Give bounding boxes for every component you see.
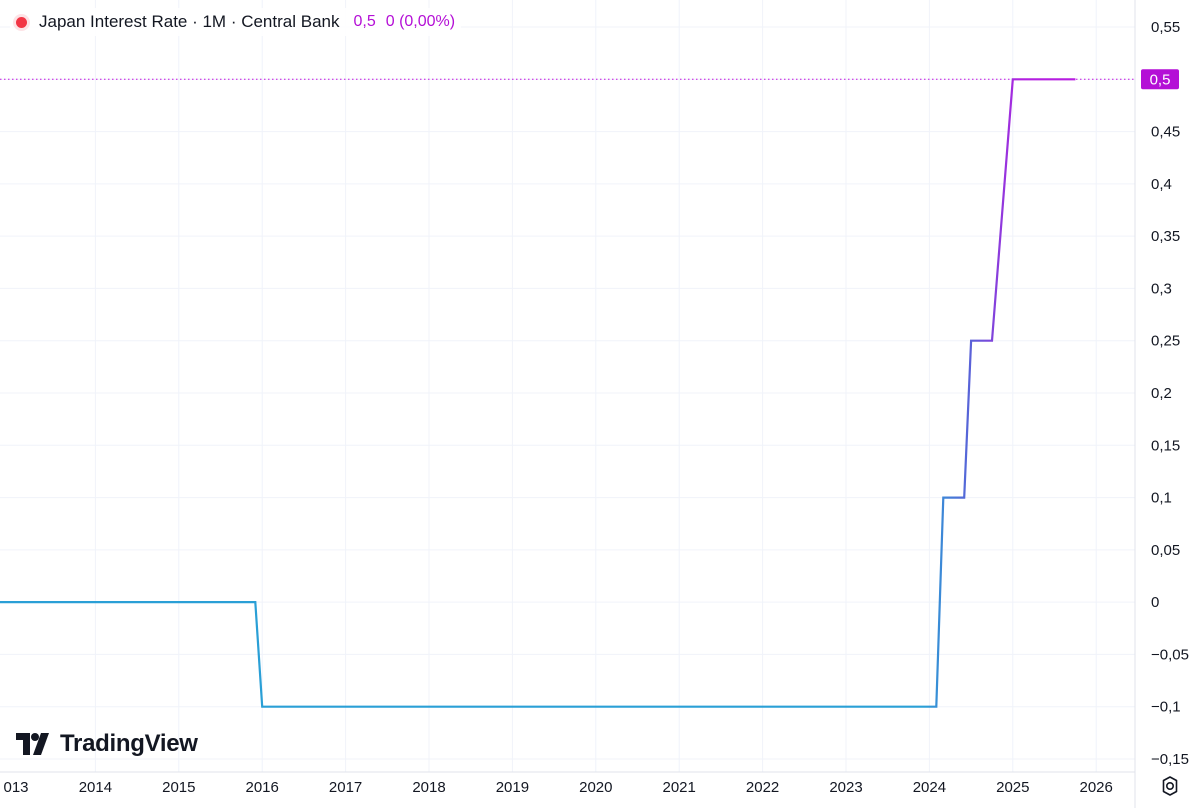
y-tick-label: 0,25 bbox=[1151, 333, 1180, 350]
y-tick-label: 0,15 bbox=[1151, 437, 1180, 454]
x-tick-label: 2024 bbox=[913, 779, 946, 796]
grid-lines bbox=[0, 0, 1135, 772]
x-tick-label: 2018 bbox=[412, 779, 445, 796]
x-tick-label: 2020 bbox=[579, 779, 612, 796]
x-tick-label: 2022 bbox=[746, 779, 779, 796]
y-tick-label: 0,3 bbox=[1151, 280, 1172, 297]
y-tick-label: −0,05 bbox=[1151, 646, 1189, 663]
last-value-text: 0,5 bbox=[1150, 71, 1171, 88]
last-value-label: 0,5 bbox=[1141, 69, 1179, 90]
y-tick-label: 0,2 bbox=[1151, 385, 1172, 402]
logo-text: TradingView bbox=[60, 730, 198, 757]
y-tick-label: −0,1 bbox=[1151, 699, 1181, 716]
tradingview-logo[interactable]: TradingView bbox=[16, 730, 198, 758]
y-tick-label: 0,55 bbox=[1151, 19, 1180, 36]
settings-gear-icon[interactable] bbox=[1158, 774, 1182, 798]
x-tick-label: 2017 bbox=[329, 779, 362, 796]
x-tick-label: 2015 bbox=[162, 779, 195, 796]
legend[interactable]: Japan Interest Rate · 1M · Central Bank … bbox=[10, 8, 462, 36]
last-value-box bbox=[1141, 69, 1179, 90]
y-tick-label: 0,4 bbox=[1151, 176, 1172, 193]
x-tick-label: 2023 bbox=[829, 779, 862, 796]
x-tick-label: 2021 bbox=[663, 779, 696, 796]
y-tick-label: 0,1 bbox=[1151, 490, 1172, 507]
y-tick-label: −0,15 bbox=[1151, 751, 1189, 768]
x-tick-label: 2026 bbox=[1080, 779, 1113, 796]
x-axis-ticks: 013 2014 2015 2016 2017 2018 2019 2020 2021 2022 2… bbox=[3, 779, 1112, 796]
series-line[interactable] bbox=[0, 78, 1076, 708]
y-tick-label: 0,45 bbox=[1151, 124, 1180, 141]
tradingview-logo-icon bbox=[16, 733, 49, 755]
legend-change: 0 (0,00%) bbox=[385, 13, 456, 30]
x-tick-label: 2019 bbox=[496, 779, 529, 796]
status-dot-icon bbox=[16, 16, 27, 28]
y-tick-label: 0,05 bbox=[1151, 542, 1180, 559]
x-tick-label: 2014 bbox=[79, 779, 112, 796]
legend-value: 0,5 bbox=[353, 13, 376, 30]
y-axis-ticks: 0,55 0,5 0,45 0,4 0,35 0,3 0,25 0,2 0,15 0,1 0,05 0… bbox=[1151, 19, 1189, 768]
legend-title: Japan Interest Rate · 1M · Central Bank bbox=[39, 12, 340, 31]
x-tick-label: 013 bbox=[3, 779, 28, 796]
x-tick-label: 2025 bbox=[996, 779, 1029, 796]
y-tick-label: 0 bbox=[1151, 594, 1159, 611]
y-tick-label: 0,35 bbox=[1151, 228, 1180, 245]
x-tick-label: 2016 bbox=[246, 779, 279, 796]
